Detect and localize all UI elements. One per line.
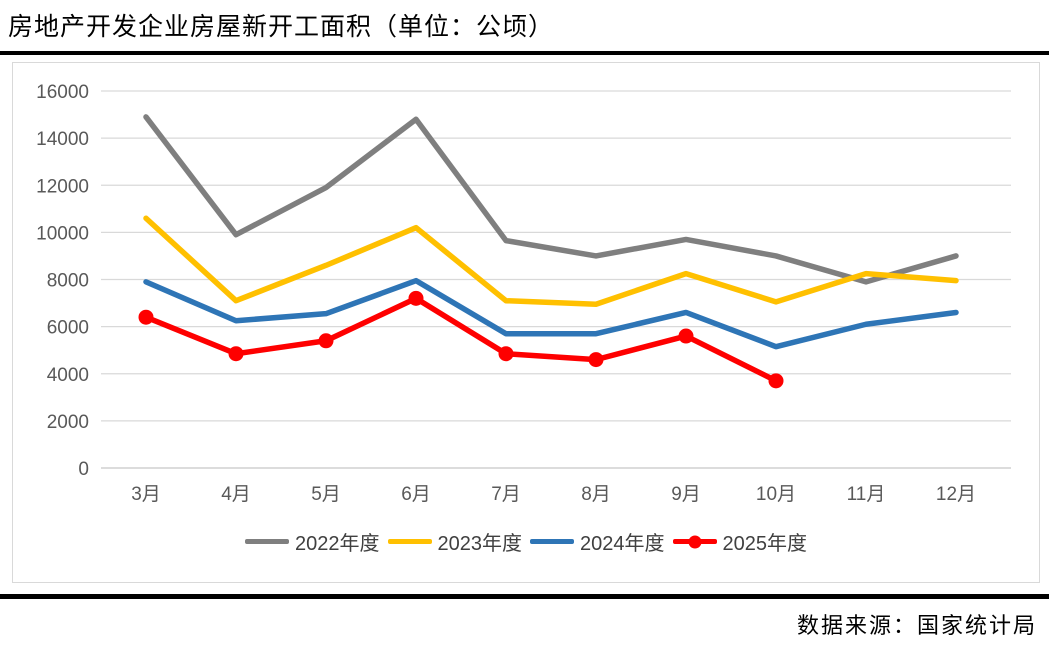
series-marker-2025年度 xyxy=(768,373,784,389)
series-line-2025年度 xyxy=(143,295,779,384)
legend-item-2025年度: 2025年度 xyxy=(672,527,808,556)
y-axis-tick-label: 12000 xyxy=(36,176,89,197)
series-marker-2025年度 xyxy=(678,328,694,344)
x-axis-tick-label: 4月 xyxy=(221,484,251,505)
legend-item-2023年度: 2023年度 xyxy=(387,527,523,556)
x-axis-tick-label: 3月 xyxy=(131,484,161,505)
series-marker-2025年度 xyxy=(408,290,424,306)
y-axis-tick-label: 8000 xyxy=(47,271,89,292)
data-source-label: 数据来源：国家统计局 xyxy=(796,614,1037,639)
x-axis-tick-label: 9月 xyxy=(671,484,701,505)
line-chart: 0 2000 4000 6000 8000 10000 12000 14000 16000 3月 4… xyxy=(36,82,1011,505)
legend-label: 2024年度 xyxy=(580,533,665,555)
chart-legend: 2022年度 2023年度 2024年度 2025年度 xyxy=(13,527,1039,556)
legend-label: 2022年度 xyxy=(295,533,380,555)
y-axis-tick-label: 0 xyxy=(78,459,89,480)
series-marker-2025年度 xyxy=(588,352,604,368)
series-marker-2025年度 xyxy=(498,346,514,362)
legend-swatch-icon xyxy=(245,539,289,544)
x-axis-tick-label: 11月 xyxy=(847,484,886,505)
legend-item-2024年度: 2024年度 xyxy=(530,527,665,556)
y-axis-tick-label: 2000 xyxy=(47,412,89,433)
y-axis-tick-label: 14000 xyxy=(36,129,89,150)
title-divider-rule xyxy=(0,51,1049,55)
y-axis-tick-label: 4000 xyxy=(47,365,89,386)
chart-container: 0 2000 4000 6000 8000 10000 12000 14000 16000 3月 4… xyxy=(12,62,1040,583)
series-marker-2025年度 xyxy=(318,333,334,349)
legend-marker-dot-icon xyxy=(688,535,701,548)
x-axis-tick-label: 6月 xyxy=(401,484,431,505)
legend-swatch-icon xyxy=(530,539,574,544)
y-axis-tick-label: 16000 xyxy=(36,82,89,103)
legend-label: 2025年度 xyxy=(722,533,808,555)
legend-swatch-icon xyxy=(387,539,432,544)
page-title: 房地产开发企业房屋新开工面积（单位：公顷） xyxy=(8,12,555,41)
footer-divider-rule xyxy=(0,594,1049,599)
legend-item-2022年度: 2022年度 xyxy=(245,527,380,556)
x-axis-tick-label: 12月 xyxy=(936,484,976,505)
y-axis-tick-label: 6000 xyxy=(47,318,89,339)
legend-swatch-icon xyxy=(672,535,717,548)
series-marker-2025年度 xyxy=(138,309,154,325)
series-line-2023年度 xyxy=(143,215,959,307)
legend-label: 2023年度 xyxy=(437,533,523,555)
x-axis-tick-label: 8月 xyxy=(581,484,611,505)
x-axis-tick-label: 7月 xyxy=(491,484,521,505)
x-axis-tick-label: 5月 xyxy=(311,484,341,505)
series-line-2022年度 xyxy=(143,114,959,285)
x-axis-tick-label: 10月 xyxy=(756,484,796,505)
y-axis-tick-label: 10000 xyxy=(36,223,89,244)
series-line-2024年度 xyxy=(143,277,959,350)
series-marker-2025年度 xyxy=(228,346,244,362)
